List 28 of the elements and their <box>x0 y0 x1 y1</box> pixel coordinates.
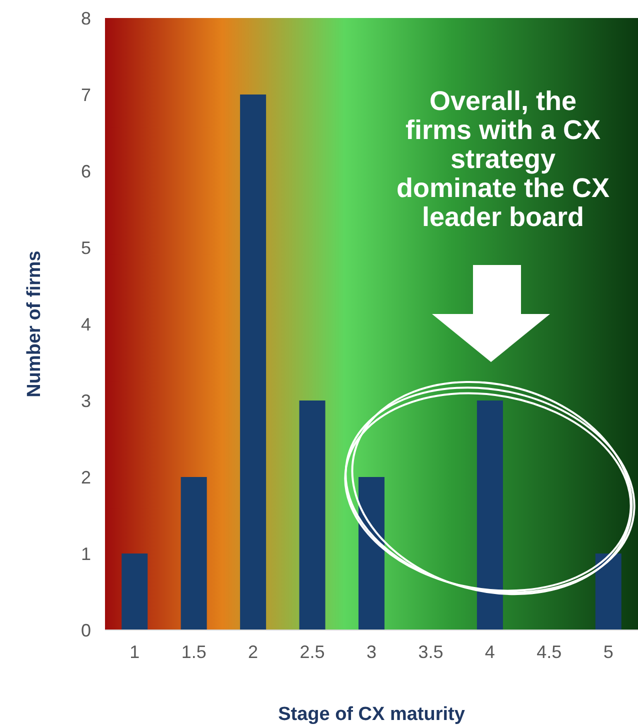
x-tick-label: 2.5 <box>300 642 325 662</box>
y-tick-label: 5 <box>80 238 91 258</box>
x-tick-label: 4 <box>484 642 495 662</box>
y-tick-label: 6 <box>80 161 91 182</box>
x-tick-label: 3.5 <box>418 642 444 662</box>
x-tick-label: 4.5 <box>536 642 562 662</box>
bar <box>299 400 326 630</box>
bar <box>595 554 622 630</box>
x-tick-label: 1.5 <box>181 642 206 662</box>
annotation: Overall, the firms with a CX strategy dominate the CX leader board <box>396 86 610 232</box>
y-tick-label: 7 <box>80 84 91 105</box>
x-axis-title: Stage of CX maturity <box>278 704 466 725</box>
bar <box>240 94 266 630</box>
x-tick-label: 3 <box>366 642 377 662</box>
bar <box>122 554 148 630</box>
y-tick-label: 3 <box>80 390 91 411</box>
y-tick-label: 1 <box>80 544 91 564</box>
y-axis-title: Number of firms <box>24 250 45 398</box>
x-tick-label: 2 <box>248 642 258 662</box>
bar <box>358 477 384 630</box>
x-tick-label: 5 <box>603 642 614 662</box>
y-tick-label: 2 <box>80 467 91 488</box>
y-tick-label: 0 <box>80 620 91 640</box>
y-tick-label: 8 <box>80 8 91 28</box>
bar <box>476 400 503 630</box>
x-tick-label: 1 <box>130 642 140 662</box>
bar <box>180 477 207 630</box>
y-tick-label: 4 <box>80 314 91 334</box>
